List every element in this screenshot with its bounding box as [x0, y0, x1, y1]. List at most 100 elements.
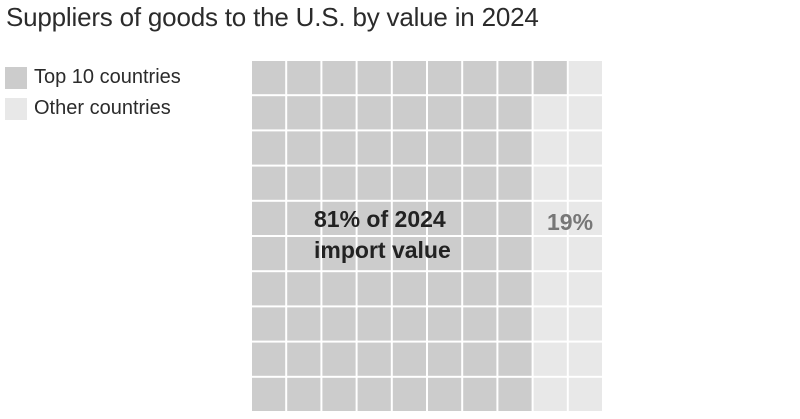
waffle-cell-top10 [392, 201, 426, 235]
chart-title: Suppliers of goods to the U.S. by value … [6, 2, 539, 32]
waffle-cell-top10 [357, 131, 391, 165]
waffle-cell-top10 [392, 166, 426, 200]
waffle-cell-top10 [357, 96, 391, 130]
annotation-top10-line2: import value [314, 237, 451, 263]
waffle-cell-top10 [287, 342, 321, 376]
waffle-cell-top10 [322, 342, 356, 376]
waffle-cell-other [533, 201, 567, 235]
annotation-top10-line1: 81% of 2024 [314, 206, 446, 232]
waffle-cell-top10 [463, 201, 497, 235]
waffle-cell-top10 [392, 272, 426, 306]
waffle-cell-top10 [463, 272, 497, 306]
waffle-cell-top10 [357, 61, 391, 95]
waffle-cell-top10 [498, 166, 532, 200]
legend-item-top10: Top 10 countries [5, 62, 181, 93]
waffle-cell-top10 [463, 61, 497, 95]
waffle-cell-other [533, 237, 567, 271]
annotation-other: 19% [547, 209, 594, 235]
waffle-cell-top10 [428, 96, 462, 130]
legend-swatch-other [5, 97, 27, 120]
waffle-cell-top10 [428, 61, 462, 95]
waffle-cell-other [568, 96, 602, 130]
waffle-cell-top10 [252, 307, 286, 341]
waffle-cell-top10 [463, 307, 497, 341]
waffle-cell-top10 [498, 272, 532, 306]
waffle-cell-top10 [252, 342, 286, 376]
waffle-cell-top10 [357, 237, 391, 271]
waffle-cell-top10 [357, 201, 391, 235]
waffle-cell-other [533, 377, 567, 411]
waffle-cell-top10 [322, 201, 356, 235]
waffle-cell-top10 [463, 131, 497, 165]
waffle-cell-top10 [252, 237, 286, 271]
waffle-cell-top10 [252, 272, 286, 306]
waffle-cell-top10 [252, 166, 286, 200]
waffle-cell-top10 [463, 166, 497, 200]
waffle-cell-other [533, 131, 567, 165]
waffle-cell-top10 [322, 377, 356, 411]
waffle-cell-top10 [428, 307, 462, 341]
waffle-cell-top10 [252, 61, 286, 95]
waffle-cell-top10 [463, 342, 497, 376]
waffle-cell-other [568, 61, 602, 95]
waffle-cell-top10 [392, 96, 426, 130]
waffle-cell-top10 [498, 201, 532, 235]
waffle-cell-top10 [322, 61, 356, 95]
waffle-cell-top10 [287, 237, 321, 271]
waffle-cell-top10 [498, 377, 532, 411]
waffle-cell-other [568, 272, 602, 306]
waffle-cell-top10 [428, 166, 462, 200]
waffle-cell-top10 [392, 131, 426, 165]
waffle-cell-top10 [357, 166, 391, 200]
waffle-cell-top10 [428, 201, 462, 235]
waffle-cell-top10 [287, 96, 321, 130]
annotation-top10: 81% of 2024 import value [314, 204, 451, 266]
waffle-cell-top10 [498, 61, 532, 95]
waffle-cell-other [568, 237, 602, 271]
waffle-cell-top10 [428, 131, 462, 165]
waffle-cell-other [568, 166, 602, 200]
waffle-cell-top10 [287, 61, 321, 95]
waffle-cell-top10 [498, 342, 532, 376]
waffle-cell-other [568, 377, 602, 411]
legend-item-other: Other countries [5, 93, 181, 124]
waffle-cell-top10 [322, 307, 356, 341]
waffle-cell-top10 [498, 237, 532, 271]
waffle-cell-other [568, 201, 602, 235]
waffle-cell-other [533, 166, 567, 200]
waffle-cell-top10 [498, 131, 532, 165]
waffle-cell-top10 [322, 272, 356, 306]
waffle-cell-top10 [357, 272, 391, 306]
waffle-cell-top10 [428, 237, 462, 271]
waffle-cell-other [533, 96, 567, 130]
legend-label-top10: Top 10 countries [34, 66, 181, 88]
waffle-cell-top10 [357, 307, 391, 341]
waffle-cell-top10 [287, 166, 321, 200]
waffle-cell-top10 [287, 377, 321, 411]
waffle-cell-top10 [322, 96, 356, 130]
waffle-cell-top10 [392, 342, 426, 376]
legend-label-other: Other countries [34, 97, 171, 119]
waffle-cell-top10 [287, 272, 321, 306]
waffle-cell-top10 [392, 307, 426, 341]
waffle-cell-other [533, 342, 567, 376]
waffle-cell-other [568, 342, 602, 376]
waffle-cell-top10 [428, 377, 462, 411]
legend-swatch-top10 [5, 66, 27, 89]
waffle-cell-top10 [252, 201, 286, 235]
waffle-cell-top10 [392, 377, 426, 411]
waffle-cell-top10 [392, 61, 426, 95]
waffle-cell-top10 [428, 272, 462, 306]
waffle-cell-other [568, 307, 602, 341]
waffle-cell-other [533, 272, 567, 306]
waffle-cell-top10 [463, 96, 497, 130]
waffle-cell-top10 [498, 96, 532, 130]
waffle-cell-top10 [322, 166, 356, 200]
waffle-cell-top10 [428, 342, 462, 376]
waffle-cell-top10 [287, 201, 321, 235]
waffle-cell-top10 [392, 237, 426, 271]
waffle-cell-top10 [463, 237, 497, 271]
waffle-cell-other [568, 131, 602, 165]
waffle-chart [252, 61, 604, 413]
waffle-cell-top10 [322, 237, 356, 271]
